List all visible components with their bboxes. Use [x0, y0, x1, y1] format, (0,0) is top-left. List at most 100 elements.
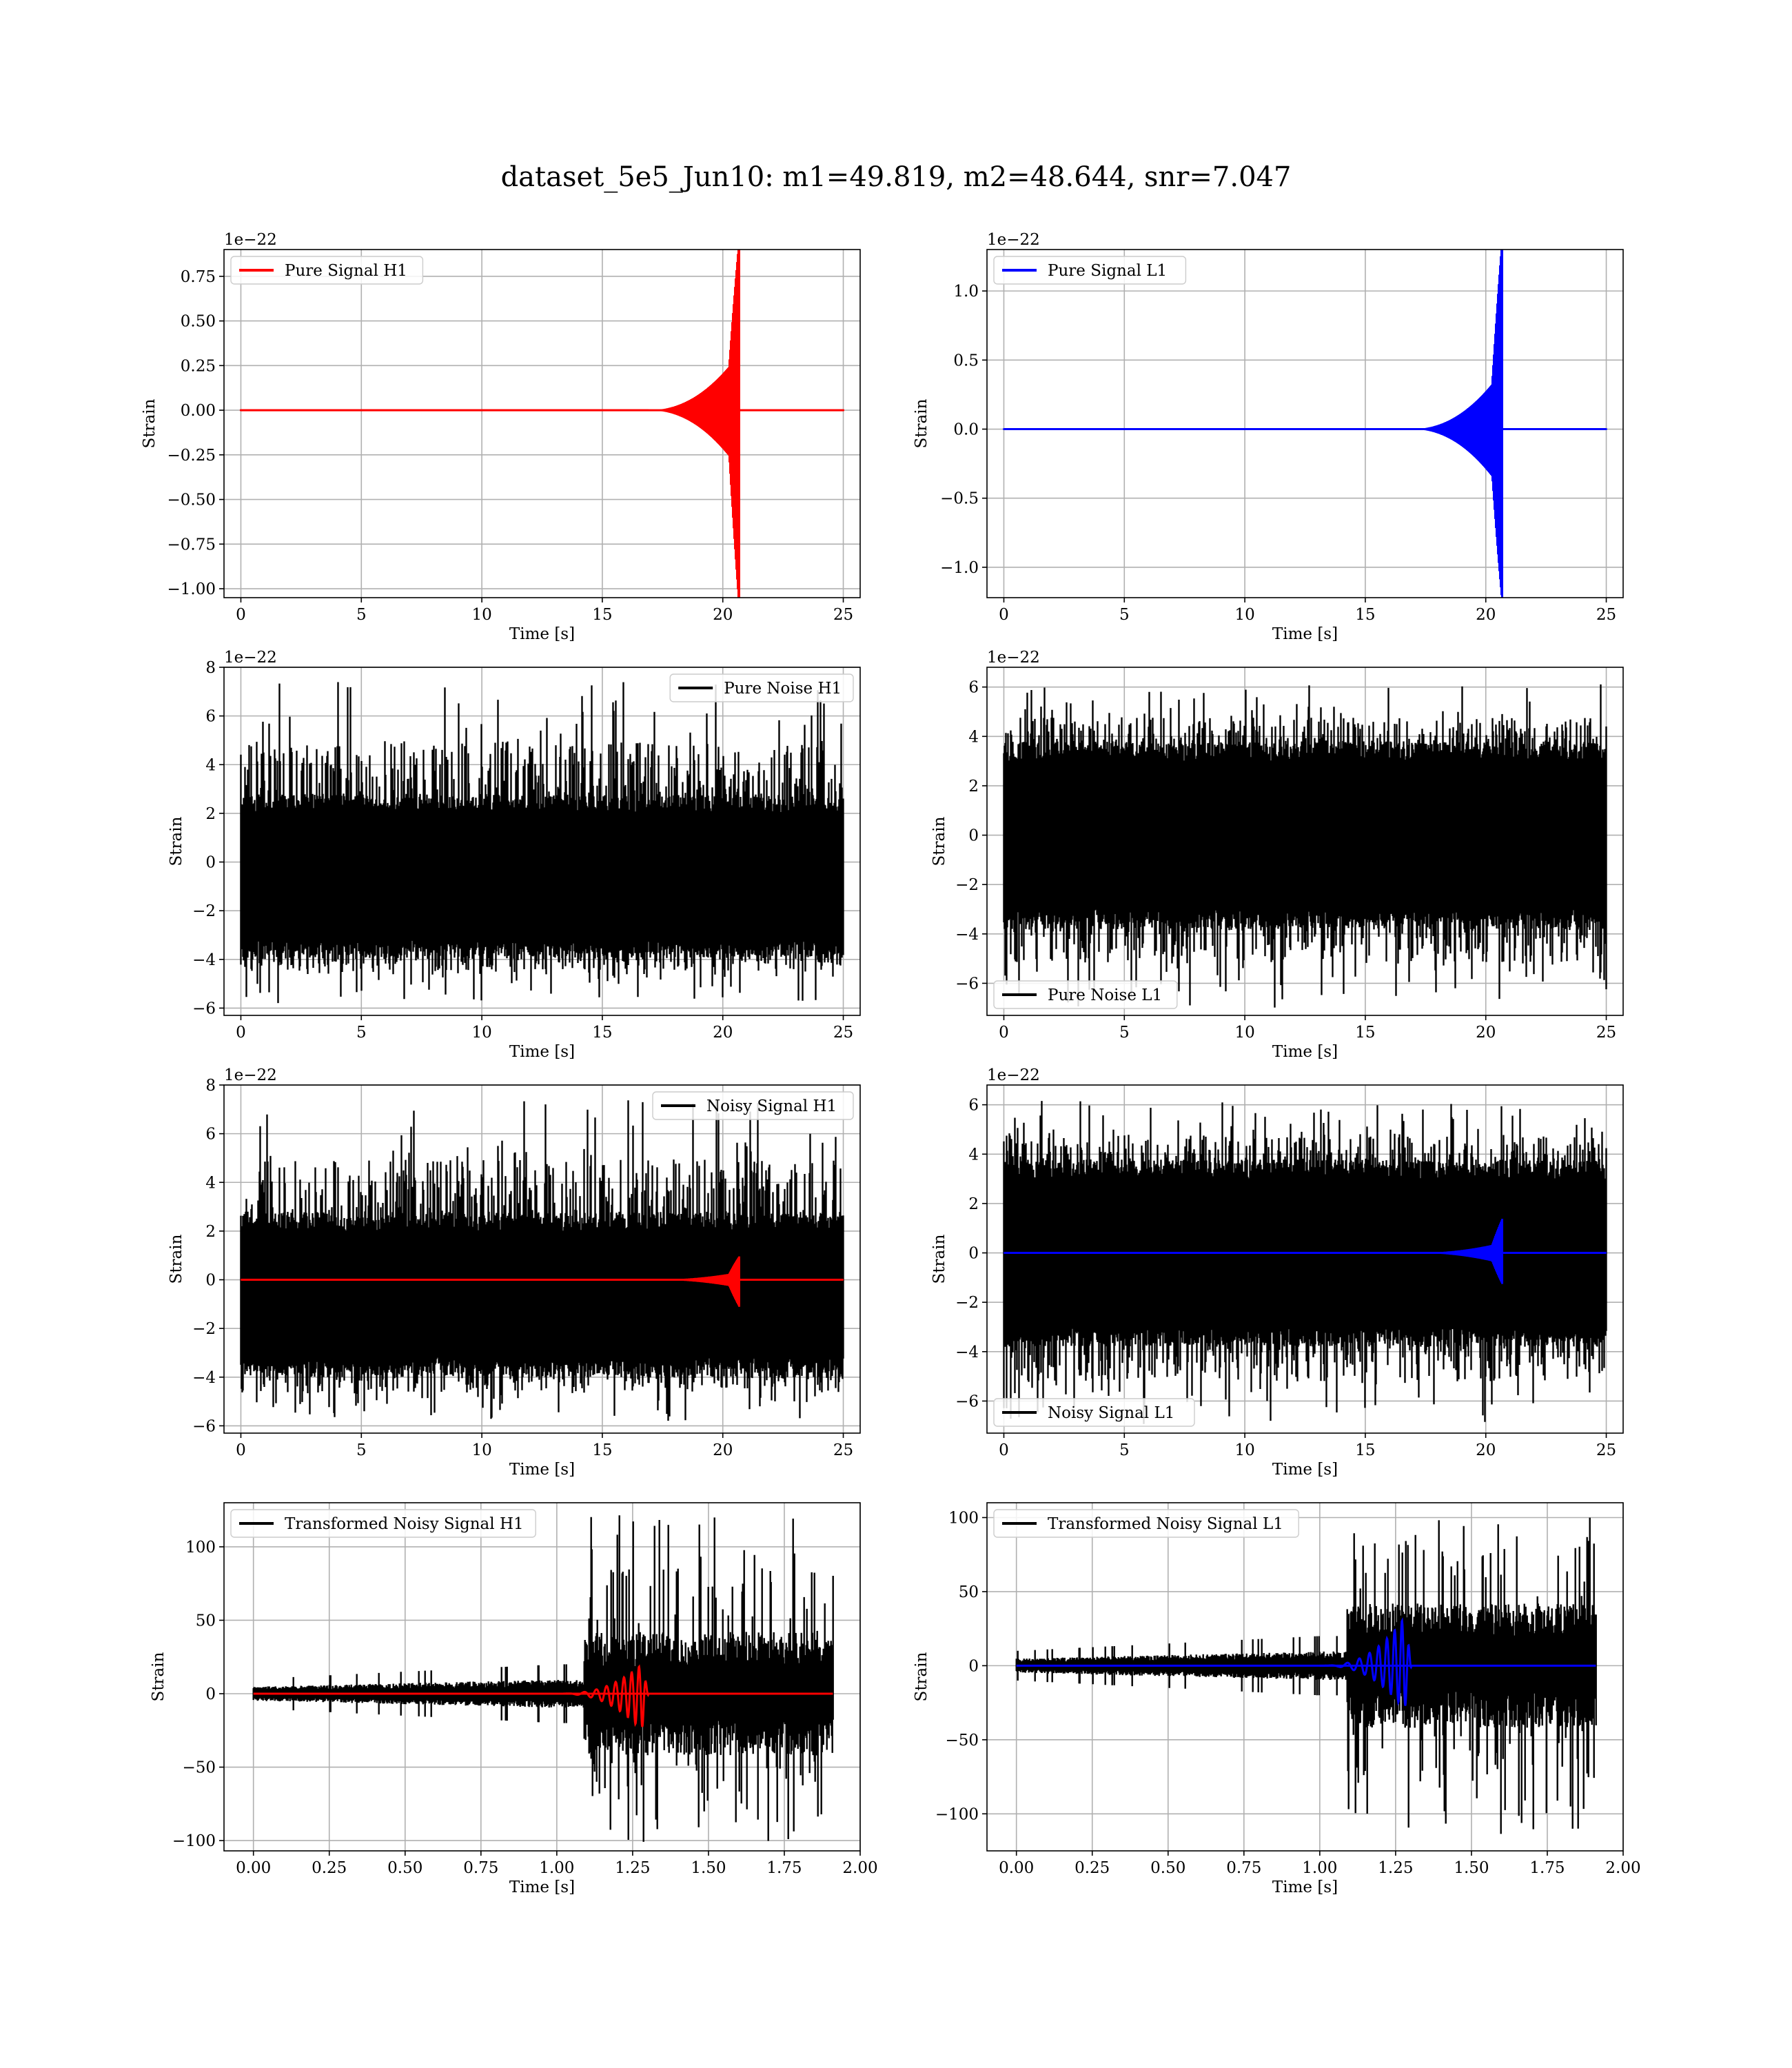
legend-label: Pure Signal L1 [1048, 262, 1167, 280]
legend: Pure Signal H1 [230, 256, 424, 285]
x-tick-label: 1.25 [1378, 1859, 1413, 1877]
x-tick-label: 10 [471, 1024, 491, 1042]
y-tick-label: −50 [182, 1759, 216, 1777]
plot-area [1015, 1517, 1597, 1834]
subplot-pure-noise-h1: 0 5 10 15 20 25 −6 −4 −2 0 2 4 6 8 Time [s] Strain 1e−22… [167, 649, 861, 1061]
offset-text: 1e−22 [987, 231, 1040, 249]
axes-frame [223, 1084, 861, 1434]
offset-text: 1e−22 [224, 1066, 277, 1084]
legend: Noisy Signal L1 [993, 1398, 1195, 1427]
subplot-transformed-noisy-signal-l1: 0.00 0.25 0.50 0.75 1.00 1.25 1.50 1.75 2.00 −100… [913, 1502, 1641, 1896]
legend-frame [993, 980, 1178, 1009]
y-tick-label: −6 [192, 1000, 216, 1017]
y-tick-label: 50 [196, 1612, 216, 1630]
x-tick-label: 2.00 [842, 1859, 877, 1877]
subplot-pure-signal-l1: 0 5 10 15 20 25 −1.0 −0.5 0.0 0.5 1.0 Time [s] Strai… [913, 231, 1624, 643]
x-tick-label: 0 [999, 606, 1009, 624]
y-tick-label: −4 [955, 1344, 979, 1361]
x-tick-label: 15 [592, 1441, 612, 1459]
y-tick-label: −50 [945, 1732, 979, 1750]
x-tick-label: 10 [1234, 1024, 1254, 1042]
y-tick-label: −4 [955, 926, 979, 944]
y-tick-label: 0.25 [181, 357, 216, 375]
axes-frame [986, 249, 1624, 598]
plot-area [252, 1515, 834, 1842]
legend: Pure Noise L1 [993, 980, 1178, 1009]
x-tick-label: 1.50 [1454, 1859, 1489, 1877]
x-tick-label: 10 [471, 606, 491, 624]
subplot-noisy-signal-h1: 0 5 10 15 20 25 −6 −4 −2 0 2 4 6 8 Time [s] Strain 1e−22… [167, 1066, 861, 1479]
x-tick-label: 1.00 [539, 1859, 574, 1877]
x-axis-label: Time [s] [1272, 1461, 1338, 1479]
x-tick-label: 20 [713, 1441, 733, 1459]
series-line [1015, 1517, 1597, 1834]
series-line [240, 682, 844, 1004]
legend-label: Pure Signal H1 [285, 262, 407, 280]
axes-frame [986, 667, 1624, 1016]
y-tick-label: −2 [955, 876, 979, 894]
legend-frame [669, 673, 854, 702]
y-tick-label: 6 [968, 679, 979, 697]
x-tick-label: 15 [1355, 606, 1375, 624]
x-axis-label: Time [s] [509, 1461, 575, 1479]
x-tick-label: 20 [1476, 606, 1496, 624]
x-tick-label: 20 [1476, 1441, 1496, 1459]
subplot-grid: 0 5 10 15 20 25−1.00−0.75−0.50−0.250.000.250.… [141, 231, 1641, 1896]
x-tick-label: 1.75 [766, 1859, 802, 1877]
legend-label: Noisy Signal H1 [706, 1097, 837, 1115]
y-tick-label: 2 [968, 1195, 979, 1213]
offset-text: 1e−22 [987, 649, 1040, 667]
y-axis-label: Strain [141, 398, 159, 448]
x-axis-label: Time [s] [1272, 1878, 1338, 1896]
y-tick-label: −0.50 [167, 491, 216, 509]
y-tick-label: 4 [968, 728, 979, 746]
legend: Pure Signal L1 [993, 256, 1187, 285]
legend-frame [652, 1091, 854, 1120]
legend-label: Transformed Noisy Signal L1 [1048, 1515, 1283, 1533]
y-axis-label: Strain [930, 1234, 948, 1284]
legend-label: Pure Noise H1 [724, 680, 842, 698]
x-tick-label: 1.50 [691, 1859, 726, 1877]
y-tick-label: 0 [205, 854, 216, 872]
series-line [1003, 1101, 1607, 1424]
y-tick-label: 0.00 [181, 402, 216, 420]
y-tick-label: 6 [205, 1126, 216, 1144]
legend-frame [993, 256, 1187, 285]
series-line [240, 1099, 844, 1421]
y-tick-label: 0.50 [181, 313, 216, 331]
x-tick-label: 5 [1119, 606, 1130, 624]
y-tick-label: −6 [955, 975, 979, 993]
x-tick-label: 1.25 [615, 1859, 650, 1877]
x-axis-label: Time [s] [1272, 625, 1338, 643]
x-axis-label: Time [s] [1272, 1043, 1338, 1061]
series-line [1003, 684, 1607, 1008]
offset-text: 1e−22 [987, 1066, 1040, 1084]
y-tick-label: 2 [205, 805, 216, 823]
y-axis-label: Strain [913, 398, 930, 448]
x-tick-label: 25 [833, 606, 853, 624]
x-tick-label: 0 [999, 1024, 1009, 1042]
x-tick-label: 15 [1355, 1441, 1375, 1459]
plot-area [239, 1099, 844, 1421]
x-tick-label: 5 [356, 1024, 367, 1042]
y-tick-label: −0.75 [167, 536, 216, 554]
x-tick-label: 0.00 [236, 1859, 271, 1877]
legend-frame [993, 1398, 1195, 1427]
y-tick-label: −2 [192, 902, 216, 920]
x-tick-label: 0.50 [387, 1859, 422, 1877]
x-axis-label: Time [s] [509, 1878, 575, 1896]
subplot-noisy-signal-l1: 0 5 10 15 20 25 −6 −4 −2 0 2 4 6 Time [s] Strain 1e−22 N… [930, 1066, 1624, 1479]
y-tick-label: −6 [192, 1417, 216, 1435]
x-tick-label: 5 [356, 606, 367, 624]
offset-text: 1e−22 [224, 649, 277, 667]
legend-label: Transformed Noisy Signal H1 [285, 1515, 524, 1533]
axes-frame [223, 667, 861, 1016]
x-tick-label: 0.75 [1226, 1859, 1261, 1877]
legend-frame [993, 1509, 1299, 1538]
y-tick-label: −4 [192, 1369, 216, 1387]
y-tick-label: 0.75 [181, 268, 216, 286]
x-tick-label: 5 [1119, 1024, 1130, 1042]
y-tick-label: 100 [185, 1539, 216, 1557]
x-tick-label: 25 [833, 1024, 853, 1042]
x-tick-label: 5 [356, 1441, 367, 1459]
